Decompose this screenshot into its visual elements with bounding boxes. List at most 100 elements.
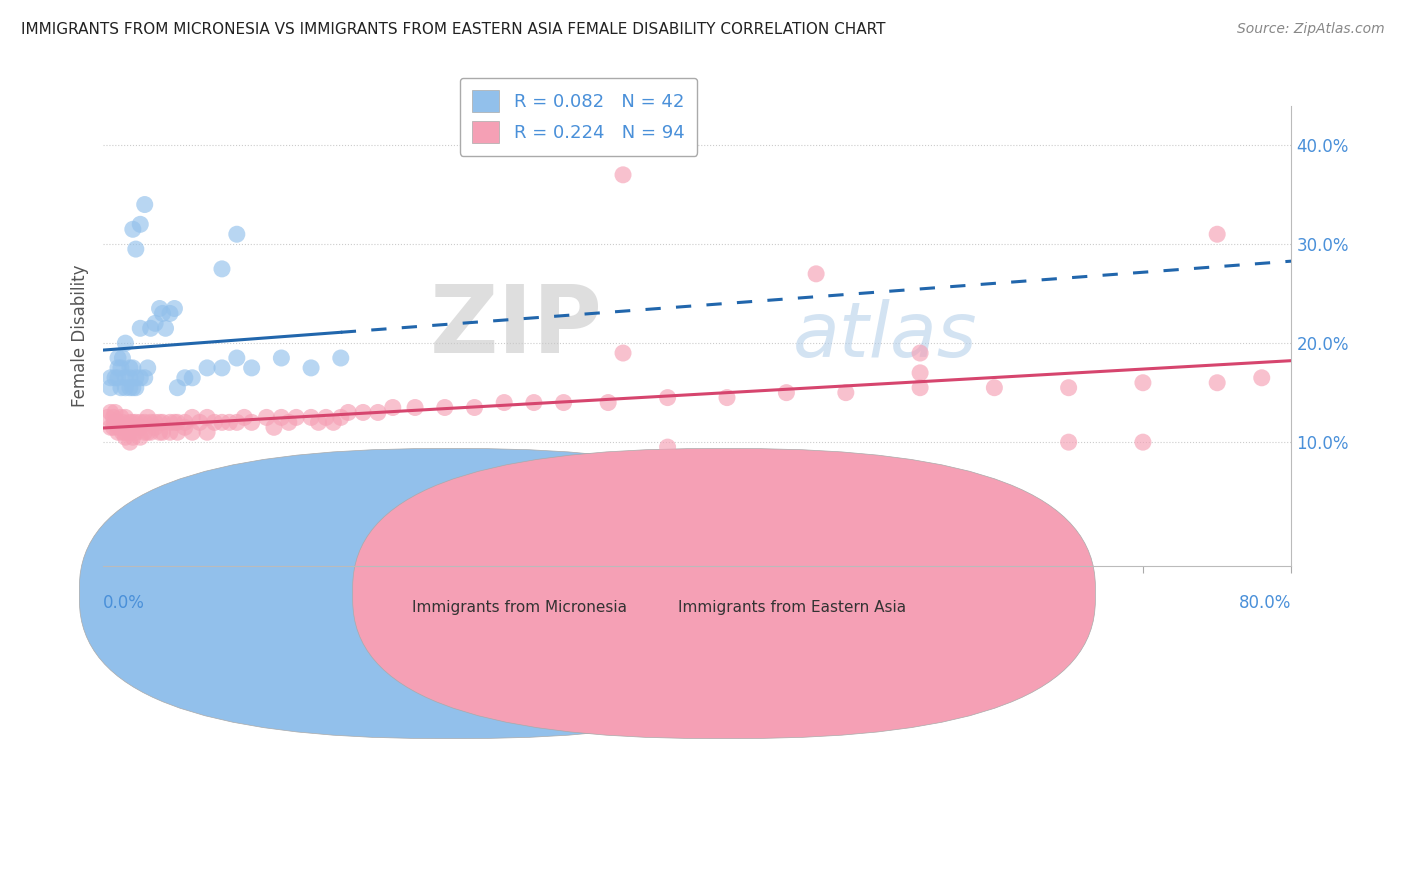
Point — [118, 435, 141, 450]
Point — [804, 267, 827, 281]
Point — [1057, 381, 1080, 395]
Point — [211, 261, 233, 276]
Point — [225, 415, 247, 429]
Point — [121, 420, 143, 434]
Point — [804, 455, 827, 469]
Point — [299, 360, 322, 375]
Point — [315, 410, 337, 425]
Point — [152, 306, 174, 320]
Point — [612, 168, 634, 182]
Point — [107, 425, 129, 440]
Point — [166, 381, 188, 395]
Point — [173, 371, 195, 385]
Point — [121, 430, 143, 444]
Point — [270, 351, 292, 365]
Point — [111, 425, 134, 440]
Point — [107, 415, 129, 429]
Point — [125, 371, 148, 385]
Point — [225, 351, 247, 365]
Point — [381, 401, 404, 415]
Point — [118, 415, 141, 429]
Point — [125, 415, 148, 429]
Point — [118, 381, 141, 395]
Point — [139, 425, 162, 440]
Point — [352, 405, 374, 419]
Point — [195, 360, 218, 375]
Point — [166, 415, 188, 429]
Point — [270, 410, 292, 425]
Point — [277, 415, 299, 429]
Point — [110, 410, 132, 425]
Point — [553, 395, 575, 409]
Point — [129, 430, 152, 444]
Point — [114, 336, 136, 351]
Point — [329, 410, 352, 425]
Point — [134, 371, 156, 385]
Point — [404, 401, 426, 415]
Point — [114, 420, 136, 434]
Point — [598, 395, 620, 409]
Point — [195, 410, 218, 425]
Text: ZIP: ZIP — [429, 280, 602, 373]
Point — [100, 405, 122, 419]
Point — [285, 410, 308, 425]
Point — [163, 301, 186, 316]
Point — [612, 346, 634, 360]
Point — [100, 381, 122, 395]
Point — [173, 415, 195, 429]
Point — [181, 410, 204, 425]
Point — [97, 410, 120, 425]
Point — [114, 430, 136, 444]
Text: IMMIGRANTS FROM MICRONESIA VS IMMIGRANTS FROM EASTERN ASIA FEMALE DISABILITY COR: IMMIGRANTS FROM MICRONESIA VS IMMIGRANTS… — [21, 22, 886, 37]
Text: Immigrants from Eastern Asia: Immigrants from Eastern Asia — [678, 600, 907, 615]
Point — [104, 405, 127, 419]
Point — [136, 425, 159, 440]
Point — [143, 316, 166, 330]
Point — [240, 415, 263, 429]
Point — [1057, 435, 1080, 450]
Point — [129, 217, 152, 231]
Point — [121, 381, 143, 395]
Point — [118, 360, 141, 375]
Point — [118, 371, 141, 385]
Point — [181, 425, 204, 440]
Point — [1132, 435, 1154, 450]
Point — [148, 301, 170, 316]
Point — [143, 415, 166, 429]
Point — [139, 321, 162, 335]
Point — [195, 425, 218, 440]
Point — [104, 371, 127, 385]
Text: 80.0%: 80.0% — [1239, 593, 1292, 612]
Y-axis label: Female Disability: Female Disability — [72, 264, 89, 407]
Text: Source: ZipAtlas.com: Source: ZipAtlas.com — [1237, 22, 1385, 37]
Point — [159, 306, 181, 320]
Point — [136, 360, 159, 375]
Point — [114, 410, 136, 425]
Point — [129, 371, 152, 385]
Point — [211, 360, 233, 375]
Point — [983, 381, 1005, 395]
Point — [125, 242, 148, 256]
Point — [111, 415, 134, 429]
Point — [114, 371, 136, 385]
Point — [508, 470, 530, 484]
Point — [159, 425, 181, 440]
Point — [337, 405, 360, 419]
Point — [104, 415, 127, 429]
Point — [322, 415, 344, 429]
Point — [100, 420, 122, 434]
Point — [148, 415, 170, 429]
Legend: R = 0.082   N = 42, R = 0.224   N = 94: R = 0.082 N = 42, R = 0.224 N = 94 — [460, 78, 697, 156]
Point — [463, 401, 485, 415]
Point — [114, 425, 136, 440]
Point — [155, 321, 177, 335]
Point — [114, 381, 136, 395]
Point — [835, 385, 858, 400]
Point — [107, 371, 129, 385]
Point — [657, 440, 679, 454]
Text: 0.0%: 0.0% — [103, 593, 145, 612]
Point — [125, 425, 148, 440]
Point — [173, 420, 195, 434]
Point — [103, 410, 125, 425]
Point — [716, 455, 738, 469]
